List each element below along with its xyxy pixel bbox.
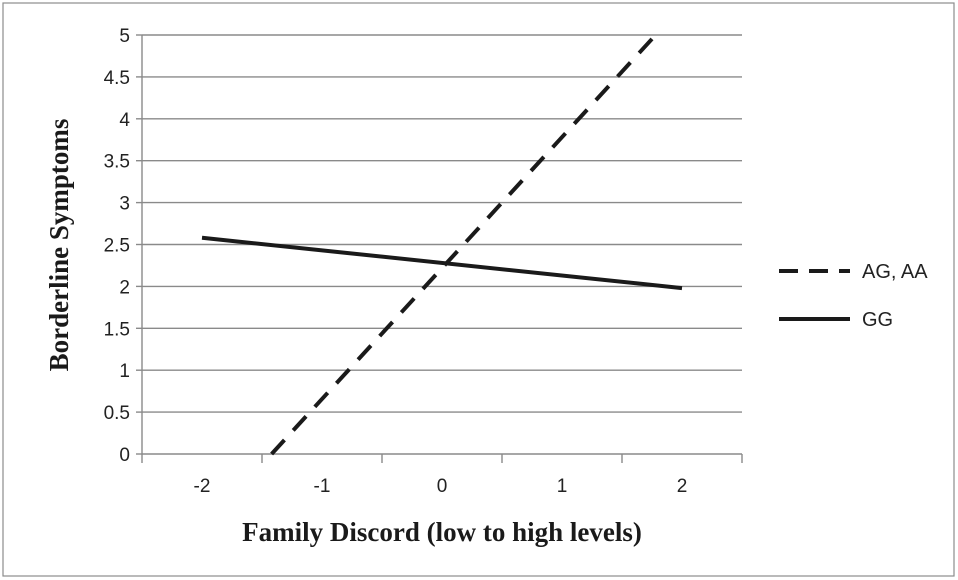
series-line-1 <box>201 235 683 291</box>
legend-label-0: AG, AA <box>862 261 928 283</box>
x-tick-label-1: -1 <box>314 476 331 497</box>
y-tick-label-3: 1.5 <box>104 319 130 340</box>
legend-label-1: GG <box>862 309 893 331</box>
y-tick-label-10: 5 <box>119 26 130 47</box>
x-tick-label-4: 2 <box>677 476 688 497</box>
y-tick-label-2: 1 <box>119 361 130 382</box>
y-tick-label-0: 0 <box>119 445 130 466</box>
y-tick-label-9: 4.5 <box>104 68 130 89</box>
gridlines <box>142 34 742 413</box>
y-axis: 0 0.5 1 1.5 2 2.5 3 3.5 4 4.5 5 <box>104 26 143 466</box>
x-axis: -2 -1 0 1 2 <box>141 453 743 497</box>
y-tick-label-4: 2 <box>119 277 130 298</box>
y-tick-label-8: 4 <box>119 110 130 131</box>
legend: AG, AA GG <box>779 261 928 331</box>
y-tick-label-1: 0.5 <box>104 403 130 424</box>
series-lines <box>201 33 683 456</box>
x-tick-label-0: -2 <box>194 476 211 497</box>
x-tick-label-2: 0 <box>437 476 448 497</box>
y-tick-label-5: 2.5 <box>104 236 130 257</box>
y-tick-label-6: 3 <box>119 194 130 215</box>
y-axis-title: Borderline Symptoms <box>44 119 74 372</box>
y-tick-label-7: 3.5 <box>104 152 130 173</box>
x-axis-title: Family Discord (low to high levels) <box>242 517 642 547</box>
x-tick-label-3: 1 <box>557 476 568 497</box>
